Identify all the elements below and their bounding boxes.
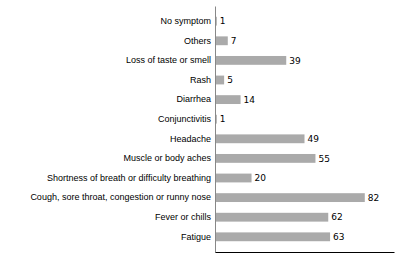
category-axis: Fatigue Fever or chills Cough, sore throat… (30, 7, 215, 253)
tick: Shortness of breath or difficulty breath… (47, 173, 215, 183)
data-label: 14 (244, 95, 256, 105)
data-label: 5 (227, 75, 233, 85)
data-label: 62 (331, 212, 342, 222)
bar (215, 174, 252, 183)
data-label: 82 (368, 193, 379, 203)
axis-line (215, 7, 216, 253)
data-label: 49 (308, 134, 320, 144)
bar (215, 95, 241, 104)
bar (215, 213, 328, 222)
tick-label: Loss of taste or smell (126, 55, 211, 65)
data-label: 63 (333, 232, 344, 242)
bar (215, 232, 330, 241)
tick: Others (184, 36, 215, 46)
data-label: 1 (220, 114, 226, 124)
tick: Loss of taste or smell (126, 55, 215, 65)
bar (215, 193, 365, 202)
tick: Cough, sore throat, congestion or runny … (30, 192, 215, 202)
tick-label: Others (184, 36, 212, 46)
value-axis (216, 252, 395, 253)
data-label: 20 (255, 173, 267, 183)
tick-label: Rash (190, 75, 211, 85)
tick: Diarrhea (176, 94, 215, 104)
data-label: 55 (318, 154, 329, 164)
chart: Fatigue Fever or chills Cough, sore throat… (0, 0, 400, 260)
bar (215, 36, 228, 45)
tick: Muscle or body aches (123, 153, 215, 163)
tick-label: Fatigue (181, 232, 211, 242)
tick-label: Fever or chills (155, 212, 212, 222)
bar (215, 56, 286, 65)
tick: Conjunctivitis (158, 114, 215, 124)
axis-line (216, 252, 395, 253)
data-label: 1 (220, 16, 226, 26)
bars (215, 17, 365, 241)
bar (215, 154, 315, 163)
tick-label: No symptom (160, 16, 211, 26)
data-label: 7 (231, 36, 237, 46)
tick-label: Conjunctivitis (158, 114, 212, 124)
tick: Fever or chills (155, 212, 215, 222)
bar (215, 134, 305, 143)
plot: Fatigue Fever or chills Cough, sore throat… (30, 7, 394, 253)
tick: No symptom (160, 16, 215, 26)
tick-label: Headache (170, 134, 211, 144)
tick: Rash (190, 75, 215, 85)
tick: Fatigue (181, 232, 215, 242)
tick: Headache (170, 134, 215, 144)
data-label: 39 (289, 56, 301, 66)
tick-label: Diarrhea (176, 94, 211, 104)
tick-label: Cough, sore throat, congestion or runny … (30, 192, 211, 202)
data-labels: 63628220554911453971 (220, 16, 379, 242)
tick-label: Muscle or body aches (123, 153, 211, 163)
tick-label: Shortness of breath or difficulty breath… (47, 173, 211, 183)
bar (215, 76, 224, 85)
